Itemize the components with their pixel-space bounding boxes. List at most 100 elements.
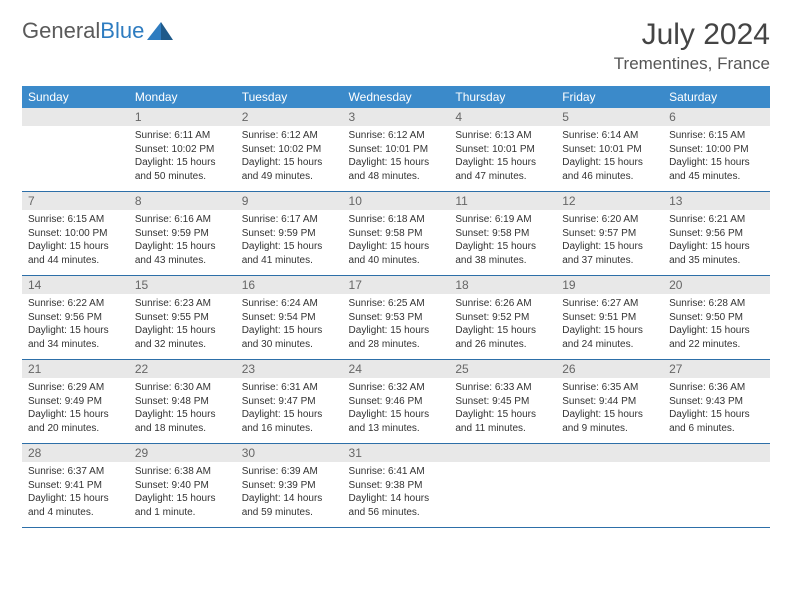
daylight-text: Daylight: 15 hours and 47 minutes. [455, 156, 550, 183]
day-header: Saturday [663, 86, 770, 108]
calendar-day-cell [449, 444, 556, 528]
day-details: Sunrise: 6:13 AMSunset: 10:01 PMDaylight… [449, 126, 556, 191]
page-header: GeneralBlue July 2024 Trementines, Franc… [22, 18, 770, 74]
day-details: Sunrise: 6:26 AMSunset: 9:52 PMDaylight:… [449, 294, 556, 359]
day-details: Sunrise: 6:36 AMSunset: 9:43 PMDaylight:… [663, 378, 770, 443]
daylight-text: Daylight: 15 hours and 40 minutes. [349, 240, 444, 267]
location-label: Trementines, France [614, 54, 770, 74]
sunrise-text: Sunrise: 6:37 AM [28, 465, 123, 479]
daylight-text: Daylight: 15 hours and 6 minutes. [669, 408, 764, 435]
day-number: 25 [449, 360, 556, 378]
calendar-day-cell [556, 444, 663, 528]
sunset-text: Sunset: 9:40 PM [135, 479, 230, 493]
day-number: 30 [236, 444, 343, 462]
calendar-day-cell: 9Sunrise: 6:17 AMSunset: 9:59 PMDaylight… [236, 192, 343, 276]
calendar-day-cell: 17Sunrise: 6:25 AMSunset: 9:53 PMDayligh… [343, 276, 450, 360]
daylight-text: Daylight: 15 hours and 20 minutes. [28, 408, 123, 435]
calendar-day-cell: 21Sunrise: 6:29 AMSunset: 9:49 PMDayligh… [22, 360, 129, 444]
calendar-day-cell: 26Sunrise: 6:35 AMSunset: 9:44 PMDayligh… [556, 360, 663, 444]
day-number: 28 [22, 444, 129, 462]
sunrise-text: Sunrise: 6:18 AM [349, 213, 444, 227]
sunset-text: Sunset: 9:57 PM [562, 227, 657, 241]
title-block: July 2024 Trementines, France [614, 18, 770, 74]
sunrise-text: Sunrise: 6:36 AM [669, 381, 764, 395]
day-number: 24 [343, 360, 450, 378]
day-number [556, 444, 663, 462]
logo-text-gray: General [22, 18, 100, 43]
day-details: Sunrise: 6:17 AMSunset: 9:59 PMDaylight:… [236, 210, 343, 275]
day-details: Sunrise: 6:30 AMSunset: 9:48 PMDaylight:… [129, 378, 236, 443]
day-details [22, 126, 129, 137]
daylight-text: Daylight: 15 hours and 9 minutes. [562, 408, 657, 435]
daylight-text: Daylight: 15 hours and 28 minutes. [349, 324, 444, 351]
sunrise-text: Sunrise: 6:41 AM [349, 465, 444, 479]
sunrise-text: Sunrise: 6:21 AM [669, 213, 764, 227]
sunrise-text: Sunrise: 6:39 AM [242, 465, 337, 479]
sunrise-text: Sunrise: 6:26 AM [455, 297, 550, 311]
day-number: 10 [343, 192, 450, 210]
day-number: 31 [343, 444, 450, 462]
day-number: 13 [663, 192, 770, 210]
day-number: 6 [663, 108, 770, 126]
sunset-text: Sunset: 10:02 PM [135, 143, 230, 157]
sunset-text: Sunset: 9:49 PM [28, 395, 123, 409]
calendar-day-cell: 27Sunrise: 6:36 AMSunset: 9:43 PMDayligh… [663, 360, 770, 444]
day-number: 27 [663, 360, 770, 378]
calendar-day-cell: 1Sunrise: 6:11 AMSunset: 10:02 PMDayligh… [129, 108, 236, 192]
day-details: Sunrise: 6:16 AMSunset: 9:59 PMDaylight:… [129, 210, 236, 275]
sunrise-text: Sunrise: 6:25 AM [349, 297, 444, 311]
day-number: 14 [22, 276, 129, 294]
calendar-day-cell: 19Sunrise: 6:27 AMSunset: 9:51 PMDayligh… [556, 276, 663, 360]
sunset-text: Sunset: 9:45 PM [455, 395, 550, 409]
calendar-body: 1Sunrise: 6:11 AMSunset: 10:02 PMDayligh… [22, 108, 770, 528]
day-details: Sunrise: 6:29 AMSunset: 9:49 PMDaylight:… [22, 378, 129, 443]
day-number: 9 [236, 192, 343, 210]
calendar-day-cell: 7Sunrise: 6:15 AMSunset: 10:00 PMDayligh… [22, 192, 129, 276]
calendar-day-cell: 23Sunrise: 6:31 AMSunset: 9:47 PMDayligh… [236, 360, 343, 444]
sunrise-text: Sunrise: 6:24 AM [242, 297, 337, 311]
sunset-text: Sunset: 9:38 PM [349, 479, 444, 493]
daylight-text: Daylight: 15 hours and 13 minutes. [349, 408, 444, 435]
day-details: Sunrise: 6:35 AMSunset: 9:44 PMDaylight:… [556, 378, 663, 443]
daylight-text: Daylight: 14 hours and 59 minutes. [242, 492, 337, 519]
day-details: Sunrise: 6:23 AMSunset: 9:55 PMDaylight:… [129, 294, 236, 359]
day-number [663, 444, 770, 462]
calendar-day-cell: 2Sunrise: 6:12 AMSunset: 10:02 PMDayligh… [236, 108, 343, 192]
sunset-text: Sunset: 9:39 PM [242, 479, 337, 493]
calendar-header-row: SundayMondayTuesdayWednesdayThursdayFrid… [22, 86, 770, 108]
sunset-text: Sunset: 10:01 PM [349, 143, 444, 157]
day-details: Sunrise: 6:21 AMSunset: 9:56 PMDaylight:… [663, 210, 770, 275]
calendar-day-cell: 22Sunrise: 6:30 AMSunset: 9:48 PMDayligh… [129, 360, 236, 444]
sunset-text: Sunset: 9:47 PM [242, 395, 337, 409]
calendar-day-cell: 11Sunrise: 6:19 AMSunset: 9:58 PMDayligh… [449, 192, 556, 276]
sunset-text: Sunset: 9:56 PM [669, 227, 764, 241]
sunset-text: Sunset: 9:46 PM [349, 395, 444, 409]
day-number: 5 [556, 108, 663, 126]
daylight-text: Daylight: 14 hours and 56 minutes. [349, 492, 444, 519]
daylight-text: Daylight: 15 hours and 37 minutes. [562, 240, 657, 267]
daylight-text: Daylight: 15 hours and 41 minutes. [242, 240, 337, 267]
day-number: 26 [556, 360, 663, 378]
day-details [449, 462, 556, 473]
day-number: 20 [663, 276, 770, 294]
daylight-text: Daylight: 15 hours and 1 minute. [135, 492, 230, 519]
day-header: Tuesday [236, 86, 343, 108]
day-number: 21 [22, 360, 129, 378]
sunrise-text: Sunrise: 6:28 AM [669, 297, 764, 311]
day-number: 19 [556, 276, 663, 294]
sunset-text: Sunset: 9:59 PM [135, 227, 230, 241]
day-details: Sunrise: 6:20 AMSunset: 9:57 PMDaylight:… [556, 210, 663, 275]
sunset-text: Sunset: 10:02 PM [242, 143, 337, 157]
sunset-text: Sunset: 9:52 PM [455, 311, 550, 325]
daylight-text: Daylight: 15 hours and 30 minutes. [242, 324, 337, 351]
calendar-table: SundayMondayTuesdayWednesdayThursdayFrid… [22, 86, 770, 528]
sunrise-text: Sunrise: 6:17 AM [242, 213, 337, 227]
logo-text: GeneralBlue [22, 18, 144, 44]
day-number: 18 [449, 276, 556, 294]
calendar-day-cell [663, 444, 770, 528]
day-details: Sunrise: 6:15 AMSunset: 10:00 PMDaylight… [22, 210, 129, 275]
day-details: Sunrise: 6:27 AMSunset: 9:51 PMDaylight:… [556, 294, 663, 359]
day-details: Sunrise: 6:25 AMSunset: 9:53 PMDaylight:… [343, 294, 450, 359]
calendar-day-cell: 6Sunrise: 6:15 AMSunset: 10:00 PMDayligh… [663, 108, 770, 192]
sunset-text: Sunset: 9:58 PM [349, 227, 444, 241]
